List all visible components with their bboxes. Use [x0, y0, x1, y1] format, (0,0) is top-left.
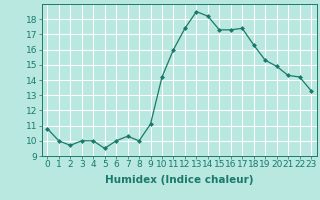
X-axis label: Humidex (Indice chaleur): Humidex (Indice chaleur) — [105, 175, 253, 185]
